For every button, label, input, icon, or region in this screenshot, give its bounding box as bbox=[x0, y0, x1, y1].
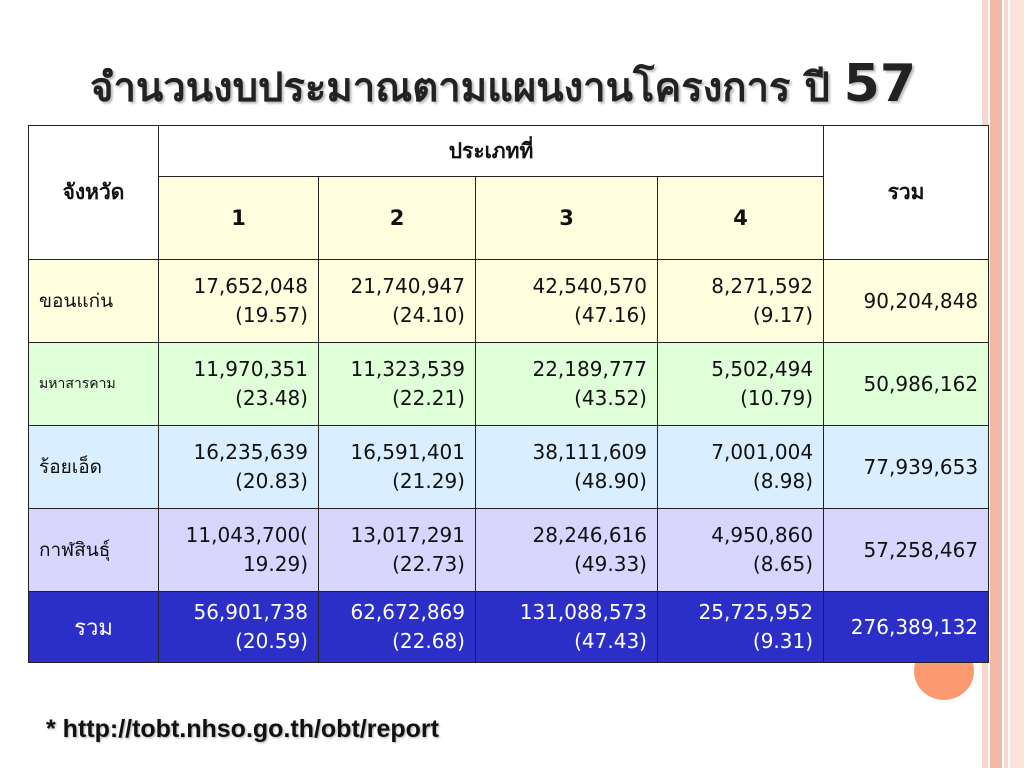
type-4-header: 4 bbox=[656, 176, 825, 260]
slide-title-year: 57 bbox=[843, 54, 917, 114]
percent: (23.48) bbox=[235, 386, 308, 410]
percent: (8.98) bbox=[752, 469, 814, 493]
value-cell: 8,271,592 (9.17) bbox=[656, 259, 825, 343]
type-3-header: 3 bbox=[475, 176, 658, 260]
amount: 7,001,004 bbox=[711, 440, 814, 464]
percent: (48.90) bbox=[574, 469, 647, 493]
amount: 38,111,609 bbox=[532, 440, 647, 464]
amount: 13,017,291 bbox=[350, 523, 465, 547]
row-total: 90,204,848 bbox=[823, 259, 990, 343]
total-header: รวม bbox=[823, 125, 990, 260]
province-name: กาฬสินธุ์ bbox=[28, 508, 159, 592]
grand-total-label: รวม bbox=[28, 591, 159, 663]
percent: (9.31) bbox=[752, 629, 814, 653]
value-cell: 42,540,570 (47.16) bbox=[475, 259, 658, 343]
value-cell: 7,001,004 (8.98) bbox=[656, 425, 825, 509]
type-1-header: 1 bbox=[158, 176, 319, 260]
percent: (20.59) bbox=[235, 629, 308, 653]
value-cell: 16,235,639 (20.83) bbox=[158, 425, 319, 509]
amount: 8,271,592 bbox=[711, 274, 814, 298]
table-row: กาฬสินธุ์ 11,043,700( 19.29) 13,017,291 (2… bbox=[28, 508, 990, 592]
amount: 17,652,048 bbox=[193, 274, 308, 298]
value-cell: 13,017,291 (22.73) bbox=[318, 508, 476, 592]
value-cell: 25,725,952 (9.31) bbox=[656, 591, 825, 663]
row-total: 77,939,653 bbox=[823, 425, 990, 509]
type-number-row: 1 2 3 4 bbox=[29, 176, 989, 260]
slide-title-text: จำนวนงบประมาณตามแผนงานโครงการ ปี bbox=[90, 65, 844, 111]
amount: 11,323,539 bbox=[350, 357, 465, 381]
percent: 19.29) bbox=[242, 552, 308, 576]
value-cell: 28,246,616 (49.33) bbox=[475, 508, 658, 592]
type-header: ประเภทที่ bbox=[157, 125, 825, 177]
amount: 4,950,860 bbox=[711, 523, 814, 547]
row-total: 57,258,467 bbox=[823, 508, 990, 592]
value-cell: 22,189,777 (43.52) bbox=[475, 342, 658, 426]
amount: 5,502,494 bbox=[711, 357, 814, 381]
value-cell: 62,672,869 (22.68) bbox=[318, 591, 476, 663]
amount: 21,740,947 bbox=[350, 274, 465, 298]
percent: (21.29) bbox=[392, 469, 465, 493]
amount: 131,088,573 bbox=[519, 600, 647, 624]
percent: (22.21) bbox=[392, 386, 465, 410]
amount: 62,672,869 bbox=[350, 600, 465, 624]
amount: 16,591,401 bbox=[350, 440, 465, 464]
amount: 22,189,777 bbox=[532, 357, 647, 381]
value-cell: 11,323,539 (22.21) bbox=[318, 342, 476, 426]
table-row: มหาสารคาม 11,970,351 (23.48) 11,323,539 (2… bbox=[28, 342, 990, 426]
percent: (20.83) bbox=[235, 469, 308, 493]
grand-total-row: รวม 56,901,738 (20.59) 62,672,869 (22.68) … bbox=[28, 591, 990, 663]
percent: (47.16) bbox=[574, 303, 647, 327]
percent: (43.52) bbox=[574, 386, 647, 410]
amount: 16,235,639 bbox=[193, 440, 308, 464]
percent: (8.65) bbox=[752, 552, 814, 576]
amount: 28,246,616 bbox=[532, 523, 647, 547]
grand-total-value: 276,389,132 bbox=[823, 591, 990, 663]
decor-stripe bbox=[1010, 0, 1024, 768]
table-row: ร้อยเอ็ด 16,235,639 (20.83) 16,591,401 (21… bbox=[28, 425, 990, 509]
decor-stripe bbox=[990, 0, 1002, 768]
value-cell: 16,591,401 (21.29) bbox=[318, 425, 476, 509]
percent: (47.43) bbox=[574, 629, 647, 653]
budget-table: จังหวัด ประเภทที่ รวม 1 2 3 4 ขอนแก่น 17… bbox=[28, 125, 990, 663]
percent: (22.68) bbox=[392, 629, 465, 653]
percent: (9.17) bbox=[752, 303, 814, 327]
province-name: ร้อยเอ็ด bbox=[28, 425, 159, 509]
decor-stripe bbox=[1004, 0, 1008, 768]
row-total: 50,986,162 bbox=[823, 342, 990, 426]
value-cell: 56,901,738 (20.59) bbox=[158, 591, 319, 663]
amount: 11,043,700( bbox=[185, 523, 308, 547]
slide-title: จำนวนงบประมาณตามแผนงานโครงการ ปี 57 bbox=[90, 54, 916, 114]
value-cell: 11,043,700( 19.29) bbox=[158, 508, 319, 592]
amount: 25,725,952 bbox=[698, 600, 814, 624]
value-cell: 21,740,947 (24.10) bbox=[318, 259, 476, 343]
value-cell: 11,970,351 (23.48) bbox=[158, 342, 319, 426]
amount: 42,540,570 bbox=[532, 274, 647, 298]
amount: 11,970,351 bbox=[193, 357, 308, 381]
percent: (49.33) bbox=[574, 552, 647, 576]
percent: (10.79) bbox=[740, 386, 814, 410]
type-2-header: 2 bbox=[318, 176, 476, 260]
table-row: ขอนแก่น 17,652,048 (19.57) 21,740,947 (24.… bbox=[28, 259, 990, 343]
province-header: จังหวัด bbox=[28, 125, 159, 260]
percent: (24.10) bbox=[392, 303, 465, 327]
percent: (19.57) bbox=[235, 303, 308, 327]
percent: (22.73) bbox=[392, 552, 465, 576]
value-cell: 131,088,573 (47.43) bbox=[475, 591, 658, 663]
province-name: ขอนแก่น bbox=[28, 259, 159, 343]
header-row: จังหวัด ประเภทที่ รวม bbox=[28, 125, 990, 260]
value-cell: 5,502,494 (10.79) bbox=[656, 342, 825, 426]
value-cell: 38,111,609 (48.90) bbox=[475, 425, 658, 509]
province-name: มหาสารคาม bbox=[28, 342, 159, 426]
value-cell: 17,652,048 (19.57) bbox=[158, 259, 319, 343]
amount: 56,901,738 bbox=[193, 600, 308, 624]
value-cell: 4,950,860 (8.65) bbox=[656, 508, 825, 592]
source-note: * http://tobt.nhso.go.th/obt/report bbox=[46, 715, 439, 743]
